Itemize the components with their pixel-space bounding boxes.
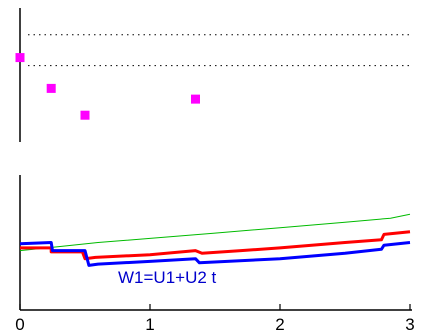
- x-tick-label-1: 1: [145, 315, 154, 334]
- green-series-line: [19, 213, 411, 252]
- scatter-point-1: [15, 53, 25, 63]
- series-annotation: W1=U1+U2 t: [118, 268, 217, 287]
- scatter-point-4: [191, 94, 200, 104]
- bottom-chart-panel: 0 1 2 3 W1=U1+U2 t: [15, 175, 415, 334]
- x-tick-label-2: 2: [275, 315, 284, 334]
- x-tick-label-3: 3: [405, 315, 414, 334]
- x-tick-label-0: 0: [15, 315, 24, 334]
- red-series-line: [20, 230, 411, 261]
- scatter-point-3: [80, 110, 90, 120]
- scatter-point-2: [46, 83, 56, 93]
- top-chart-panel: [15, 8, 410, 142]
- blue-series-line: [19, 241, 411, 267]
